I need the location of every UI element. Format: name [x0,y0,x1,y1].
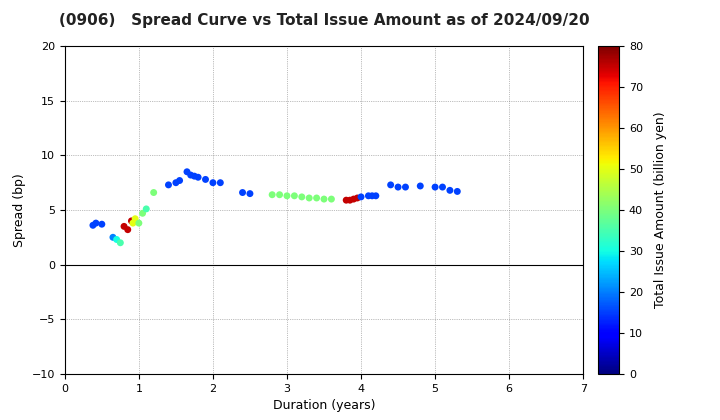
Point [192,174,204,181]
Point [344,197,356,204]
Point [207,179,219,186]
Point [318,196,330,202]
Y-axis label: Total Issue Amount (billion yen): Total Issue Amount (billion yen) [654,112,667,308]
Point [114,239,126,246]
Point [96,221,107,228]
Y-axis label: Spread (bp): Spread (bp) [13,173,26,247]
Point [215,179,226,186]
Point [363,192,374,199]
Point [90,220,102,226]
Point [451,188,463,195]
Point [118,223,130,230]
X-axis label: Duration (years): Duration (years) [273,399,375,412]
Point [170,179,181,186]
Point [444,187,456,194]
Point [400,184,411,190]
Point [126,218,138,224]
Point [289,192,300,199]
Point [133,220,145,226]
Point [127,220,139,226]
Point [137,210,148,217]
Point [244,190,256,197]
Point [274,192,285,198]
Point [185,172,197,178]
Point [366,192,378,199]
Point [199,176,211,183]
Point [111,236,122,243]
Point [130,215,141,222]
Point [325,196,337,202]
Point [370,192,382,199]
Point [122,226,133,233]
Point [181,168,193,175]
Point [385,181,397,188]
Point [355,194,366,200]
Point [296,194,307,200]
Point [311,194,323,201]
Point [107,234,119,241]
Point [303,194,315,201]
Point [348,196,359,202]
Point [148,189,159,196]
Point [429,184,441,190]
Point [87,222,99,228]
Point [266,192,278,198]
Point [392,184,404,190]
Point [174,177,185,184]
Point [237,189,248,196]
Point [163,181,174,188]
Point [351,194,363,201]
Text: (0906)   Spread Curve vs Total Issue Amount as of 2024/09/20: (0906) Spread Curve vs Total Issue Amoun… [59,13,589,28]
Point [341,197,352,204]
Point [189,173,200,179]
Point [140,205,152,212]
Point [415,183,426,189]
Point [437,184,449,190]
Point [282,192,293,199]
